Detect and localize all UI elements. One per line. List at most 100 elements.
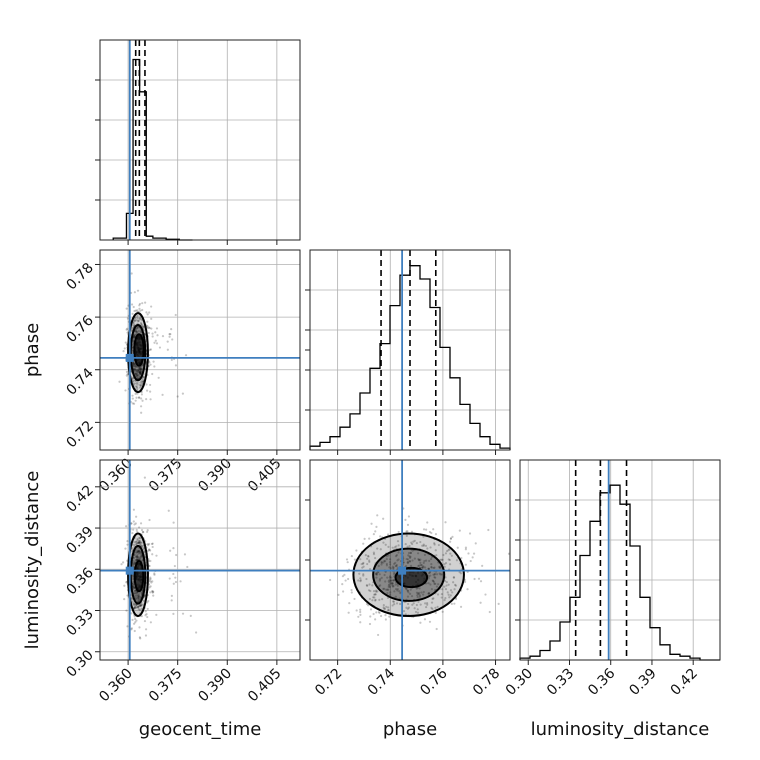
sample-point (453, 588, 456, 591)
sample-point (152, 360, 155, 363)
sample-point (136, 289, 140, 292)
sample-point (449, 594, 452, 597)
sample-point (365, 584, 368, 587)
histogram-step (519, 484, 720, 661)
sample-point (137, 606, 140, 609)
sample-point (422, 535, 425, 538)
sample-point (412, 602, 415, 605)
sample-point (392, 584, 395, 588)
sample-point (458, 571, 461, 574)
sample-point (439, 565, 442, 568)
sample-point (369, 615, 372, 618)
sample-point (359, 610, 362, 614)
sample-point (145, 311, 148, 314)
sample-point (432, 597, 435, 600)
sample-point (405, 557, 408, 561)
sample-point (424, 566, 427, 569)
sample-point (149, 585, 152, 588)
sample-point (375, 576, 378, 579)
sample-point (443, 585, 446, 588)
sample-point (140, 615, 143, 618)
sample-point (152, 594, 155, 597)
x-tick-label: 0.78 (470, 666, 503, 699)
sample-point (437, 543, 440, 547)
sample-point (136, 541, 139, 544)
sample-point (433, 572, 437, 575)
sample-point (169, 333, 172, 336)
sample-point (141, 380, 144, 383)
sample-point (151, 591, 154, 594)
sample-point (138, 318, 141, 321)
sample-point (133, 319, 136, 322)
sample-point (436, 593, 440, 596)
sample-point (362, 565, 365, 568)
sample-point (431, 607, 434, 611)
sample-point (447, 558, 450, 561)
sample-point (358, 572, 361, 575)
sample-point (133, 382, 136, 385)
sample-point (158, 346, 162, 349)
sample-point (125, 609, 128, 612)
panel-geocent_time-vs-phase (95, 249, 301, 455)
sample-point (410, 541, 413, 544)
sample-point (407, 560, 410, 563)
sample-point (429, 574, 432, 577)
sample-point (135, 591, 138, 595)
sample-point (385, 588, 388, 591)
sample-point (135, 555, 138, 558)
sample-point (137, 371, 140, 374)
sample-point (138, 636, 141, 639)
sample-point (347, 611, 350, 614)
sample-point (157, 376, 160, 379)
sample-point (410, 530, 414, 533)
sample-point (471, 556, 474, 559)
sample-point (148, 578, 151, 581)
sample-point (427, 572, 430, 575)
sample-point (357, 615, 360, 618)
sample-point (135, 558, 138, 561)
sample-point (136, 373, 139, 376)
sample-point (151, 580, 154, 583)
sample-point (148, 311, 151, 314)
sample-point (391, 585, 394, 588)
sample-point (133, 606, 136, 610)
sample-point (464, 546, 468, 549)
contour-outer (127, 532, 149, 618)
sample-point (439, 566, 442, 569)
sample-point (137, 369, 140, 373)
sample-point (397, 558, 400, 561)
sample-point (394, 588, 398, 591)
sample-point (359, 621, 362, 624)
sample-point (427, 582, 430, 585)
sample-point (136, 326, 139, 329)
sample-point (407, 554, 410, 557)
sample-point (139, 536, 142, 540)
sample-point (355, 609, 358, 612)
sample-point (151, 545, 154, 549)
sample-point (145, 389, 149, 392)
sample-point (136, 597, 139, 600)
sample-point (126, 543, 129, 546)
sample-point (137, 594, 140, 597)
sample-point (131, 585, 135, 588)
sample-point (346, 561, 349, 564)
sample-point (149, 559, 152, 563)
sample-point (368, 567, 372, 571)
sample-point (388, 576, 391, 579)
sample-point (419, 621, 422, 624)
sample-point (450, 602, 453, 605)
contour-outer (127, 312, 149, 394)
sample-point (419, 558, 422, 561)
sample-point (423, 618, 427, 621)
sample-point (133, 335, 136, 338)
sample-point (138, 549, 141, 553)
sample-point (138, 549, 141, 553)
sample-point (147, 331, 150, 335)
sample-point (144, 301, 147, 304)
sample-point (428, 559, 431, 562)
sample-point (377, 564, 380, 568)
sample-point (140, 603, 143, 606)
sample-point (136, 309, 139, 312)
sample-point (138, 371, 141, 374)
sample-point (134, 555, 137, 558)
